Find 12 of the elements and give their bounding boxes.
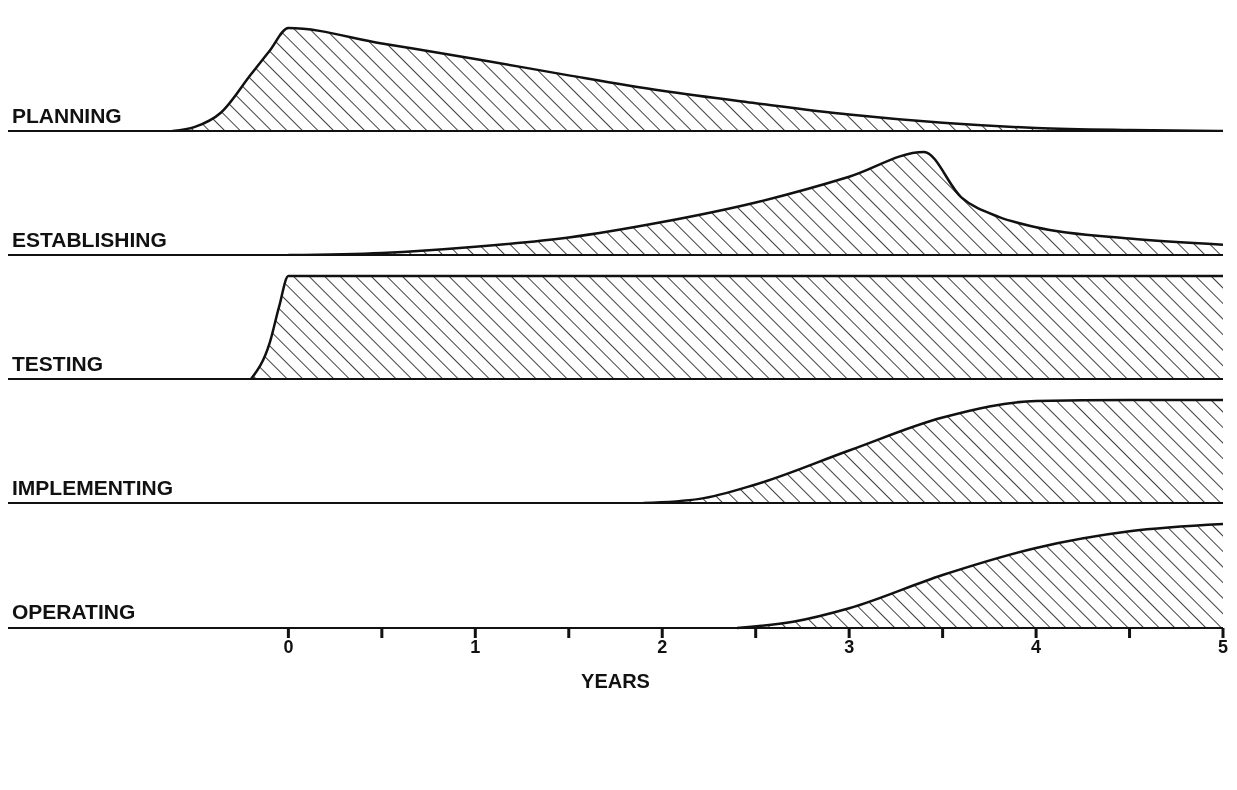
x-tick-label: 5 [1217,636,1229,657]
x-tick-label: 1 [470,636,481,657]
text: IMPLEMENTING [12,476,173,500]
x-tick-label: 2 [657,636,668,657]
text: OPERATING [12,600,136,624]
x-tick-label: 3 [844,636,855,657]
x-axis-title: YEARS [581,670,650,692]
text: ESTABLISHING [12,228,167,252]
text: TESTING [12,352,104,376]
x-tick-label: 0 [283,636,294,657]
text: PLANNING [12,104,122,128]
x-tick-label: 4 [1031,636,1042,657]
